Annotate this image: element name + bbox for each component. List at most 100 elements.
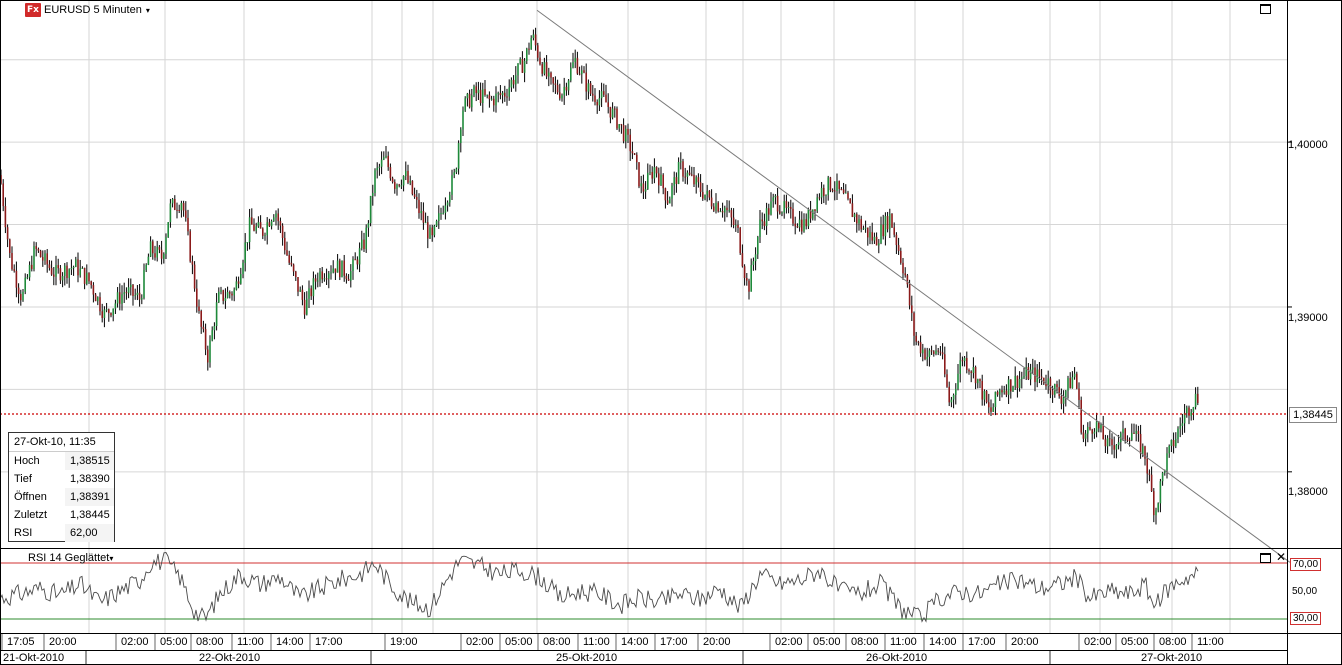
candle-body	[165, 237, 167, 254]
candle-body	[1051, 390, 1054, 395]
candle-body	[757, 236, 759, 255]
rsi-title-text[interactable]: RSI 14 Geglättet	[28, 552, 110, 564]
chevron-down-icon[interactable]: ▾	[145, 5, 150, 15]
candle-body	[710, 197, 713, 207]
candle-body	[141, 297, 143, 300]
candle-body	[273, 217, 275, 221]
candle-body	[64, 265, 66, 277]
candle-body	[906, 275, 909, 285]
candle-body	[961, 360, 964, 362]
candle-body	[356, 259, 359, 265]
instrument-title[interactable]: EURUSD 5 Minuten	[44, 4, 142, 16]
info-row-low: Tief 1,38390	[9, 470, 114, 488]
candle-body	[57, 265, 59, 269]
candle-body	[803, 219, 805, 232]
chart-header[interactable]: Fx EURUSD 5 Minuten ▾	[25, 2, 150, 18]
candle-body	[994, 391, 997, 408]
candle-body	[1135, 430, 1137, 434]
candle-body	[741, 253, 744, 267]
candle-body	[556, 84, 559, 93]
candle-body	[633, 153, 636, 155]
candle-body	[1062, 397, 1065, 404]
candle-body	[669, 198, 671, 204]
candle-body	[108, 309, 110, 314]
candle-body	[471, 95, 473, 108]
candle-body	[572, 62, 574, 68]
candle-body	[235, 281, 238, 290]
candle-body	[695, 177, 697, 185]
candle-body	[35, 246, 37, 249]
x-tick-label: 14:00	[621, 636, 649, 648]
candle-body	[732, 217, 735, 225]
candle-body	[457, 143, 460, 169]
candle-body	[937, 350, 939, 352]
candle-body	[321, 271, 323, 280]
candle-body	[977, 379, 979, 384]
candle-body	[743, 266, 746, 278]
candle-body	[719, 211, 722, 213]
info-row-last: Zuletzt 1,38445	[9, 506, 114, 524]
candle-body	[622, 124, 625, 142]
candle-body	[1172, 440, 1175, 447]
candle-body	[374, 170, 376, 193]
maximize-icon[interactable]	[1260, 553, 1271, 563]
candle-body	[229, 292, 231, 294]
candle-body	[380, 159, 383, 167]
candle-body	[394, 182, 396, 189]
candle-body	[88, 272, 90, 282]
candle-body	[163, 253, 165, 259]
candle-body	[950, 399, 953, 403]
candle-body	[336, 260, 339, 273]
candle-body	[6, 227, 9, 240]
candle-body	[849, 198, 851, 204]
candle-body	[1087, 427, 1089, 434]
candle-body	[26, 277, 29, 279]
candle-body	[842, 189, 845, 194]
candle-body	[70, 268, 73, 270]
candle-body	[220, 290, 222, 292]
candle-body	[42, 257, 44, 261]
candle-body	[196, 288, 198, 307]
candle-body	[1113, 445, 1115, 450]
close-icon[interactable]: ✕	[1276, 550, 1287, 564]
candle-body	[213, 325, 216, 331]
candle-body	[358, 248, 361, 265]
maximize-icon[interactable]	[1260, 4, 1271, 14]
candle-body	[198, 306, 200, 311]
x-tick-label: 17:00	[968, 636, 996, 648]
candle-body	[686, 172, 689, 177]
candle-body	[532, 34, 535, 39]
candle-body	[1159, 481, 1162, 504]
candle-body	[629, 134, 631, 152]
candle-body	[1150, 474, 1153, 492]
candle-body	[75, 259, 77, 267]
y-tick-label: 1,40000	[1288, 139, 1328, 151]
candle-body	[928, 350, 931, 357]
x-date-label: 25-Okt-2010	[556, 652, 618, 664]
candle-body	[1095, 421, 1098, 432]
candle-body	[504, 92, 506, 97]
candle-body	[1168, 445, 1170, 454]
candle-body	[1146, 458, 1148, 474]
candle-body	[422, 211, 425, 223]
candle-body	[389, 167, 392, 179]
candle-body	[1100, 424, 1102, 429]
candle-body	[919, 342, 922, 354]
candle-body	[717, 202, 719, 212]
candle-body	[301, 289, 304, 300]
price-series	[0, 27, 1288, 525]
chevron-down-icon[interactable]: ▾	[109, 554, 114, 563]
candle-body	[512, 79, 515, 85]
candle-body	[955, 388, 957, 395]
trendline[interactable]	[536, 9, 1291, 563]
candle-body	[785, 201, 788, 208]
candle-body	[959, 360, 961, 374]
candle-body	[658, 173, 660, 186]
candle-body	[325, 278, 328, 280]
candle-body	[893, 227, 895, 235]
candle-body	[442, 212, 444, 214]
candle-body	[875, 236, 878, 246]
rsi-panel-title[interactable]: RSI 14 Geglättet▾	[28, 552, 113, 564]
candle-body	[1010, 379, 1012, 392]
candle-body	[908, 284, 911, 306]
